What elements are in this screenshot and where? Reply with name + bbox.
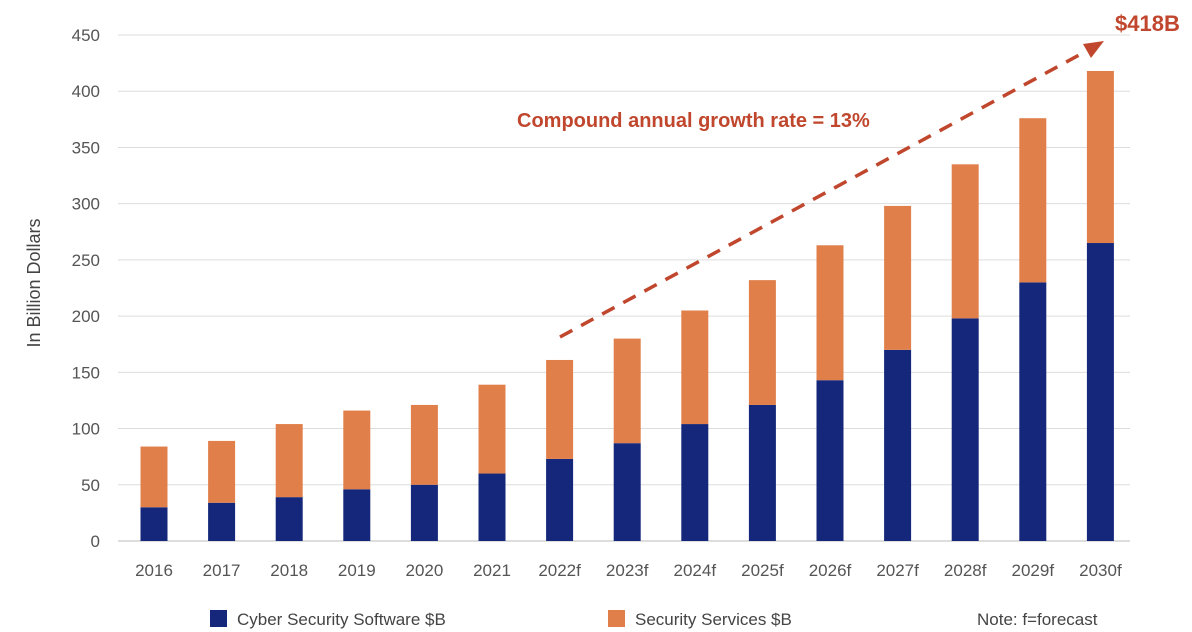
growth-trend-arrow (559, 46, 1093, 339)
bar-services (208, 440, 236, 503)
y-tick-label: 350 (72, 138, 100, 157)
x-tick-label: 2020 (405, 561, 443, 580)
bar-services (478, 384, 506, 474)
bar-services (275, 424, 303, 498)
bar-software (613, 443, 641, 541)
legend-swatch-services (608, 610, 625, 627)
bar-software (748, 404, 776, 541)
bar-software (884, 349, 912, 541)
bar-services (410, 404, 438, 485)
legend-label-software: Cyber Security Software $B (237, 610, 446, 629)
bar-software (546, 458, 574, 541)
bar-services (884, 205, 912, 350)
y-tick-label: 0 (91, 532, 100, 551)
x-tick-label: 2024f (674, 561, 717, 580)
y-tick-label: 300 (72, 195, 100, 214)
bar-software (1086, 243, 1114, 541)
bar-services (1086, 70, 1114, 244)
y-tick-label: 450 (72, 26, 100, 45)
growth-rate-annotation: Compound annual growth rate = 13% (517, 110, 870, 132)
bar-services (140, 446, 168, 508)
bar-software (478, 473, 506, 541)
x-tick-label: 2025f (741, 561, 784, 580)
x-tick-label: 2018 (270, 561, 308, 580)
bar-software (208, 502, 236, 541)
bar-software (1019, 282, 1047, 541)
x-tick-label: 2027f (876, 561, 919, 580)
y-axis-ticks: 0 50 100 150 200 250 300 350 400 450 (72, 26, 100, 551)
legend-swatch-software (210, 610, 227, 627)
bar-services (343, 410, 371, 490)
bar-software (410, 484, 438, 541)
x-axis-ticks: 2016 2017 2018 2019 2020 2021 2022f 2023f 2024f 2… (135, 561, 1122, 580)
y-tick-label: 100 (72, 420, 100, 439)
bar-services (748, 280, 776, 405)
y-tick-label: 50 (81, 476, 100, 495)
bar-services (951, 164, 979, 319)
y-tick-label: 250 (72, 251, 100, 270)
bar-software (951, 318, 979, 541)
y-tick-label: 200 (72, 307, 100, 326)
bar-services (613, 338, 641, 444)
bar-software (681, 424, 709, 541)
y-tick-label: 400 (72, 82, 100, 101)
forecast-note: Note: f=forecast (977, 610, 1098, 629)
bar-services (546, 359, 574, 459)
total-value-annotation: $418B (1115, 11, 1180, 36)
bar-services (681, 310, 709, 425)
bar-services (816, 245, 844, 381)
growth-arrow-head (1083, 41, 1104, 58)
x-tick-label: 2023f (606, 561, 649, 580)
bar-software (140, 507, 168, 541)
x-tick-label: 2029f (1012, 561, 1055, 580)
bar-software (816, 380, 844, 541)
bars (140, 70, 1114, 541)
x-tick-label: 2016 (135, 561, 173, 580)
y-tick-label: 150 (72, 363, 100, 382)
x-tick-label: 2019 (338, 561, 376, 580)
x-tick-label: 2021 (473, 561, 511, 580)
bar-services (1019, 118, 1047, 283)
legend-label-services: Security Services $B (635, 610, 792, 629)
x-tick-label: 2030f (1079, 561, 1122, 580)
x-tick-label: 2022f (538, 561, 581, 580)
y-axis-label: In Billion Dollars (24, 218, 44, 347)
x-tick-label: 2026f (809, 561, 852, 580)
x-tick-label: 2017 (203, 561, 241, 580)
legend: Cyber Security Software $B Security Serv… (210, 610, 1098, 629)
x-tick-label: 2028f (944, 561, 987, 580)
bar-software (343, 489, 371, 541)
bar-software (275, 497, 303, 541)
